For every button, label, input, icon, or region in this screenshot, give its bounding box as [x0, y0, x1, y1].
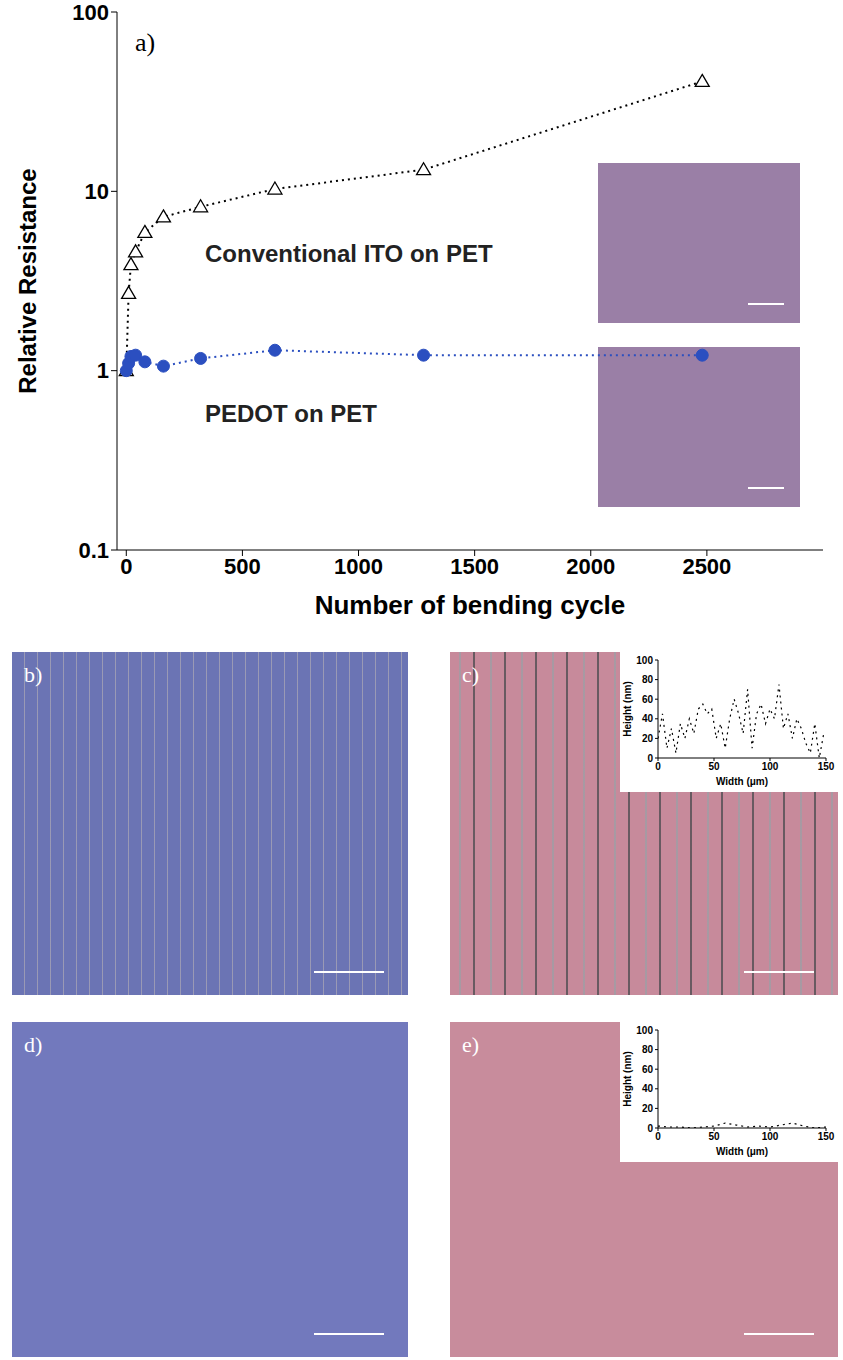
- svg-text:40: 40: [642, 1083, 654, 1094]
- svg-text:1: 1: [97, 358, 109, 383]
- html-text:e): e): [462, 1032, 480, 1057]
- svg-text:50: 50: [708, 1131, 720, 1142]
- svg-text:0: 0: [647, 753, 653, 764]
- svg-text:1500: 1500: [450, 554, 499, 579]
- html-text:Conventional ITO on PET: Conventional ITO on PET: [205, 240, 493, 267]
- svg-text:0: 0: [655, 761, 661, 772]
- html-text:c): c): [462, 662, 480, 687]
- svg-text:0: 0: [655, 1131, 661, 1142]
- svg-text:60: 60: [642, 694, 654, 705]
- svg-text:20: 20: [642, 733, 654, 744]
- svg-text:0: 0: [120, 554, 132, 579]
- html-text:d): d): [24, 1032, 43, 1057]
- html-text:b): b): [24, 662, 43, 687]
- html-text:Width (μm): Width (μm): [715, 1146, 769, 1157]
- svg-text:100: 100: [72, 0, 109, 25]
- svg-text:150: 150: [818, 1131, 835, 1142]
- svg-text:80: 80: [642, 674, 654, 685]
- svg-text:100: 100: [762, 1131, 779, 1142]
- svg-text:1000: 1000: [334, 554, 383, 579]
- svg-text:10: 10: [85, 179, 109, 204]
- html-text:Relative Resistance: Relative Resistance: [14, 168, 41, 394]
- svg-text:500: 500: [224, 554, 261, 579]
- svg-text:0: 0: [647, 1123, 653, 1134]
- svg-text:0.1: 0.1: [78, 538, 109, 563]
- svg-text:60: 60: [642, 1064, 654, 1075]
- html-text:PEDOT on PET: PEDOT on PET: [205, 400, 377, 427]
- svg-text:20: 20: [642, 1103, 654, 1114]
- html-text:Height (nm): Height (nm): [621, 681, 633, 737]
- svg-text:150: 150: [818, 761, 835, 772]
- html-text:Number of bending cycle: Number of bending cycle: [314, 590, 626, 620]
- svg-text:2000: 2000: [566, 554, 615, 579]
- svg-text:80: 80: [642, 1044, 654, 1055]
- svg-text:2500: 2500: [682, 554, 731, 579]
- svg-text:50: 50: [708, 761, 720, 772]
- html-text:a): a): [135, 28, 156, 57]
- html-text:Width (μm): Width (μm): [715, 776, 769, 787]
- svg-text:100: 100: [636, 655, 653, 666]
- svg-text:100: 100: [762, 761, 779, 772]
- html-text:Height (nm): Height (nm): [621, 1051, 633, 1107]
- svg-text:100: 100: [636, 1025, 653, 1036]
- svg-text:40: 40: [642, 713, 654, 724]
